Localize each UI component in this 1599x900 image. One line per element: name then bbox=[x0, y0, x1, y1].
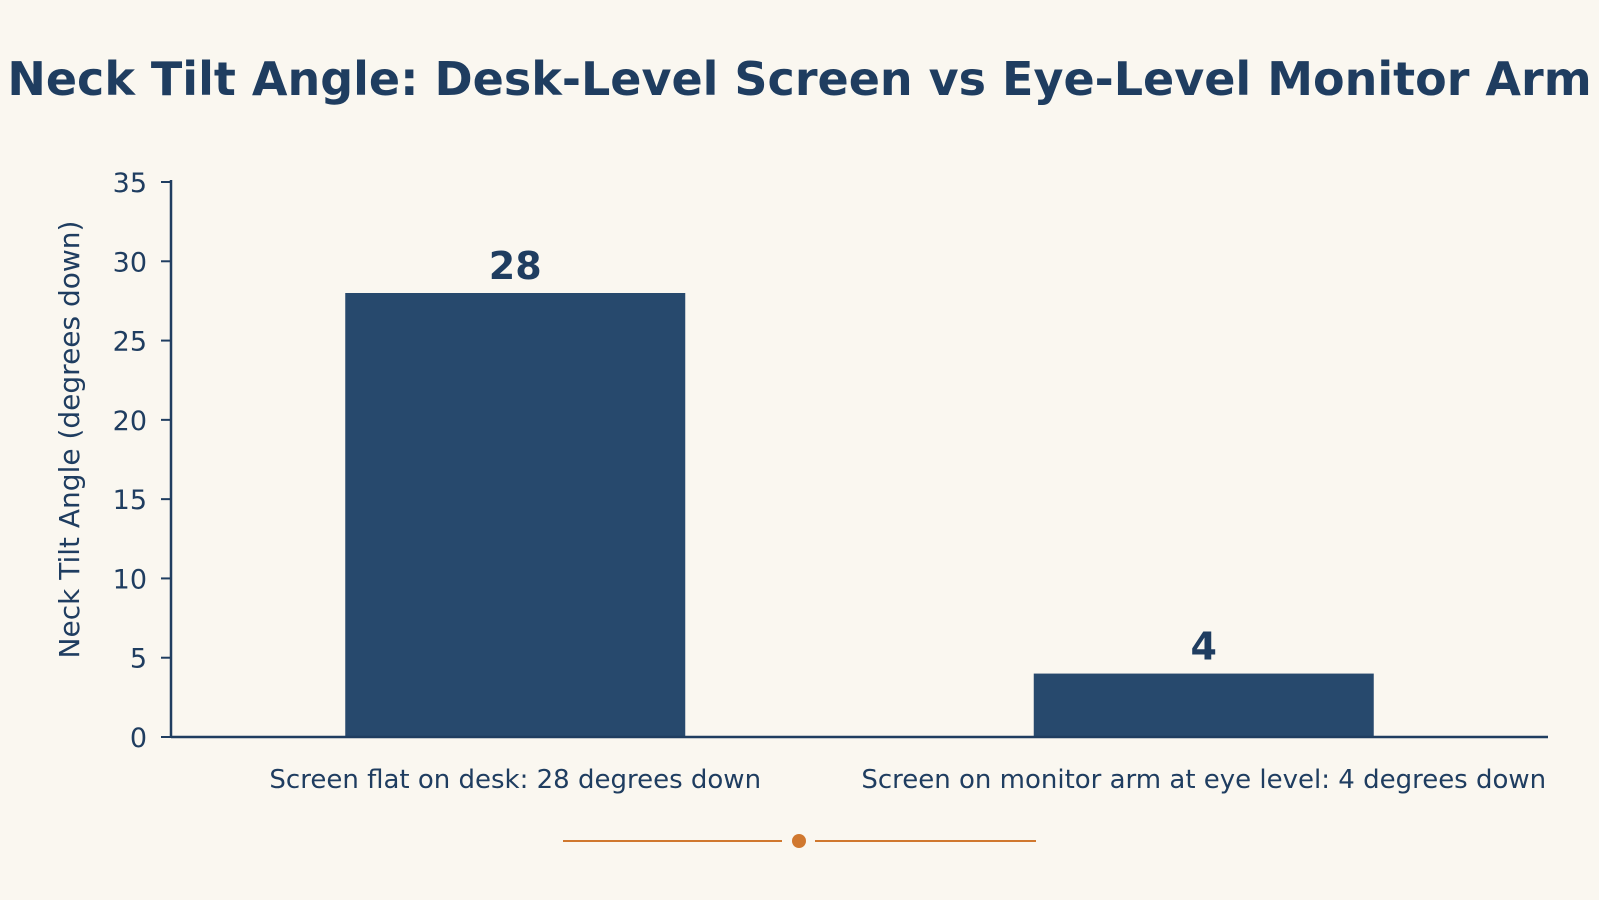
y-tick-label: 15 bbox=[113, 485, 147, 516]
chart-title: Neck Tilt Angle: Desk-Level Screen vs Ey… bbox=[7, 52, 1592, 106]
category-label: Screen flat on desk: 28 degrees down bbox=[269, 765, 761, 795]
decorative-divider bbox=[563, 834, 1036, 848]
category-labels: Screen flat on desk: 28 degrees down Scre… bbox=[269, 765, 1546, 795]
bar bbox=[345, 293, 686, 737]
divider-dot bbox=[792, 834, 806, 848]
bar-value-label: 28 bbox=[489, 244, 542, 288]
y-tick-label: 20 bbox=[113, 406, 147, 437]
bar bbox=[1033, 673, 1374, 737]
y-tick-label: 35 bbox=[113, 168, 147, 199]
bars bbox=[345, 293, 1374, 737]
value-labels: 28 4 bbox=[489, 244, 1217, 669]
y-tick-label: 0 bbox=[130, 723, 147, 754]
y-tick-label: 5 bbox=[130, 644, 147, 675]
bar-value-label: 4 bbox=[1191, 625, 1217, 669]
category-label: Screen on monitor arm at eye level: 4 de… bbox=[861, 765, 1546, 795]
y-tick-label: 30 bbox=[113, 247, 147, 278]
y-axis-ticks: 0 5 10 15 20 25 30 35 bbox=[113, 168, 171, 754]
y-axis-title: Neck Tilt Angle (degrees down) bbox=[53, 221, 86, 659]
y-tick-label: 10 bbox=[113, 564, 147, 595]
y-tick-label: 25 bbox=[113, 327, 147, 358]
